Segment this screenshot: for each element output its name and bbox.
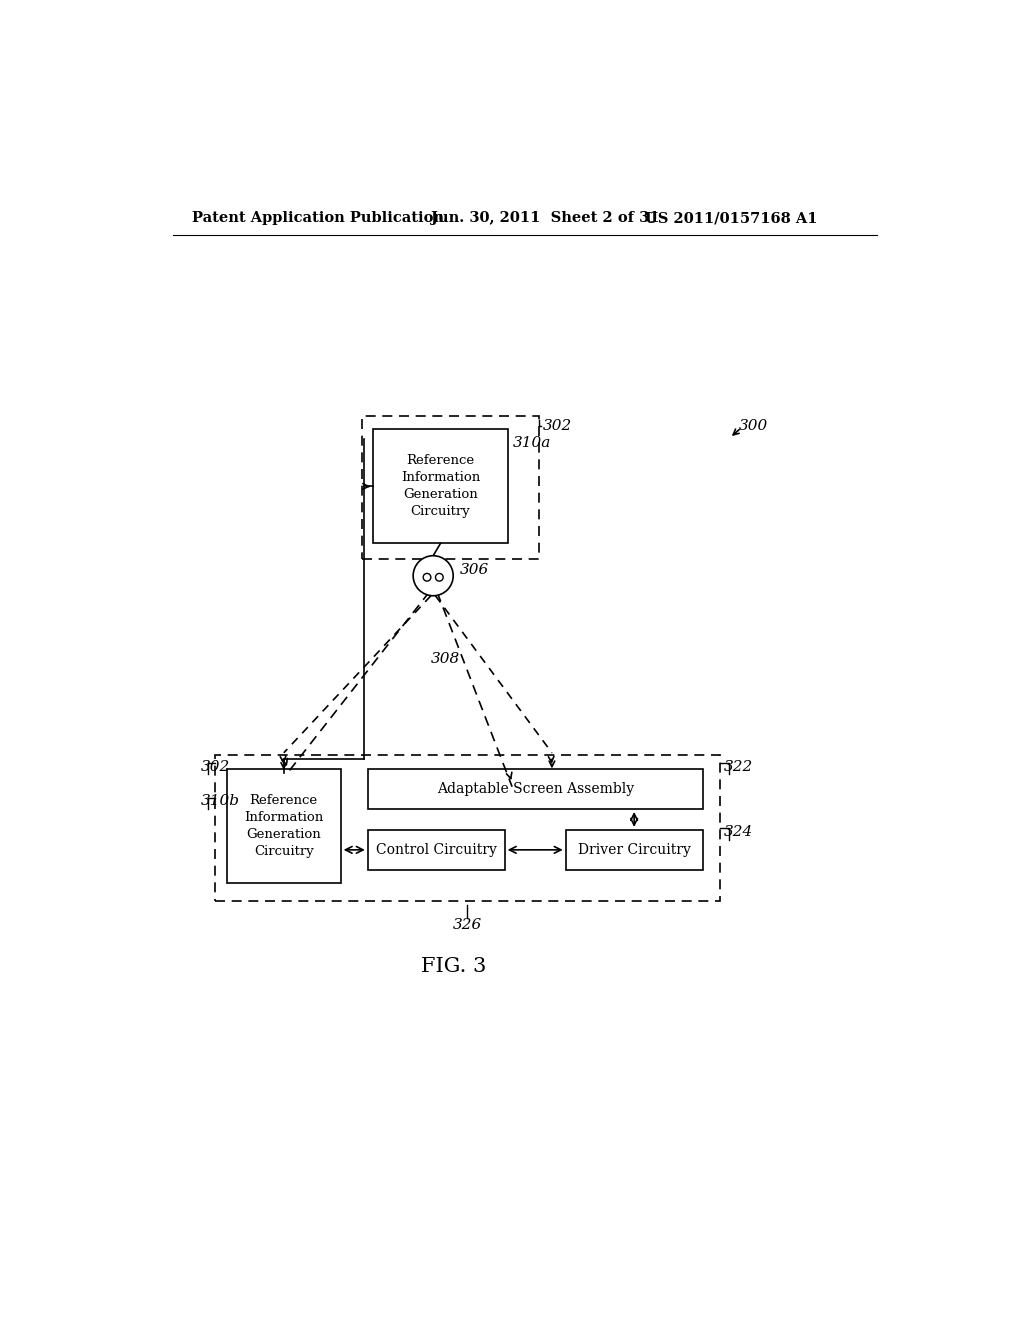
Text: 306: 306 [460,562,488,577]
Bar [373,429,508,544]
Text: Driver Circuitry: Driver Circuitry [578,843,690,857]
Text: 310a: 310a [512,437,551,450]
Text: FIG. 3: FIG. 3 [421,957,486,977]
Circle shape [423,573,431,581]
Text: Jun. 30, 2011  Sheet 2 of 31: Jun. 30, 2011 Sheet 2 of 31 [431,211,659,226]
Circle shape [413,556,454,595]
Text: 302: 302 [544,418,572,433]
Text: Control Circuitry: Control Circuitry [376,843,497,857]
Circle shape [435,573,443,581]
Text: 322: 322 [724,760,753,774]
Bar [361,416,539,558]
Text: US 2011/0157168 A1: US 2011/0157168 A1 [645,211,817,226]
Text: 308: 308 [431,652,460,665]
Text: Patent Application Publication: Patent Application Publication [193,211,444,226]
Text: 324: 324 [724,825,753,840]
Text: 302: 302 [201,760,229,774]
Text: Reference
Information
Generation
Circuitry: Reference Information Generation Circuit… [400,454,480,519]
Text: 300: 300 [739,420,768,433]
Text: Reference
Information
Generation
Circuitry: Reference Information Generation Circuit… [244,795,324,858]
Bar [368,770,702,809]
Text: 326: 326 [453,917,482,932]
Text: 310b: 310b [201,795,240,808]
Text: Adaptable Screen Assembly: Adaptable Screen Assembly [436,781,634,796]
Bar [215,755,720,902]
Bar [565,830,702,870]
Bar [368,830,505,870]
Bar [226,770,341,883]
